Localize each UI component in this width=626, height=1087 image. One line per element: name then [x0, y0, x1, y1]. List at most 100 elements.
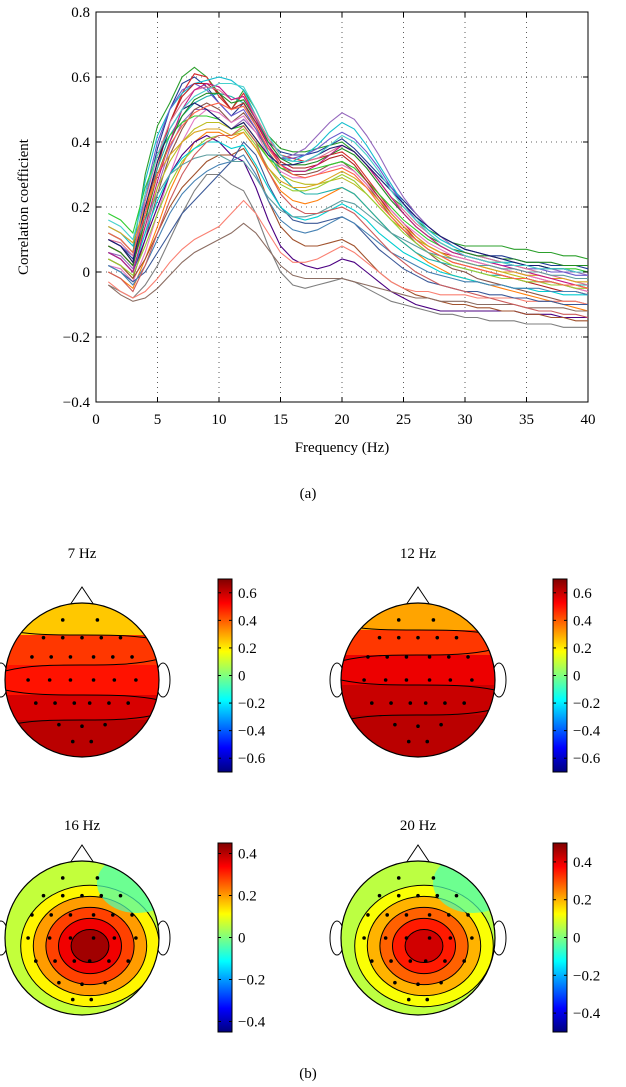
- series-line: [108, 121, 589, 289]
- electrode-dot: [80, 982, 84, 986]
- electrode-dot: [53, 959, 57, 963]
- electrode-dot: [57, 722, 61, 727]
- electrode-dot: [112, 678, 117, 682]
- electrode-dot: [462, 701, 467, 705]
- nose-shape: [405, 586, 431, 606]
- electrode-dot: [362, 678, 366, 682]
- topomap-region: [341, 715, 495, 757]
- series-line: [107, 222, 588, 312]
- electrode-dot: [396, 893, 401, 898]
- colorbar-tick-label: 0: [573, 931, 581, 947]
- colorbar-tick-label: −0.2: [573, 696, 600, 712]
- electrode-dot: [99, 635, 104, 640]
- electrode-dot: [406, 997, 411, 1002]
- electrode-dot: [68, 655, 73, 659]
- electrode-dot: [53, 701, 57, 705]
- colorbar-tick-label: 0.2: [573, 893, 592, 909]
- electrode-dot: [439, 722, 443, 727]
- series-line: [108, 128, 588, 289]
- electrode-dot: [68, 936, 73, 940]
- electrode-dot: [423, 959, 428, 963]
- series-line: [108, 102, 589, 306]
- electrode-dot: [377, 635, 382, 640]
- electrode-dot: [130, 913, 134, 917]
- electrode-dot: [389, 701, 393, 705]
- electrode-dot: [427, 655, 432, 659]
- series-line: [108, 108, 589, 276]
- x-tick-label: 35: [519, 412, 534, 428]
- electrode-dot: [60, 893, 65, 898]
- electrode-dot: [408, 959, 413, 963]
- electrode-dot: [466, 913, 470, 917]
- electrode-dot: [454, 635, 459, 640]
- y-tick-label: 0.6: [71, 70, 90, 86]
- colorbar-tick-label: −0.2: [573, 968, 600, 984]
- colorbar-tick-label: 0.4: [238, 847, 257, 863]
- colorbar-tick-label: 0.4: [573, 855, 592, 871]
- colorbar-tick-label: −0.4: [573, 724, 601, 740]
- series-line: [108, 134, 588, 319]
- topomap-region: [341, 630, 495, 655]
- electrode-dot: [130, 655, 134, 659]
- electrode-dot: [26, 678, 30, 682]
- series-line: [108, 92, 588, 286]
- y-tick-label: 0: [83, 265, 91, 281]
- contour-line: [5, 658, 159, 672]
- electrode-dot: [396, 618, 401, 622]
- electrode-dot: [448, 936, 453, 940]
- x-tick-label: 10: [212, 412, 227, 428]
- electrode-dot: [404, 655, 409, 659]
- topomap-panel-b: 7 Hz 0.6 0.4 0.2 0 −0.2 −0.4 −0.6 12 Hz 0.6 0.4 0.2…: [0, 546, 601, 1033]
- series-line: [108, 102, 588, 273]
- electrode-dot: [47, 936, 52, 940]
- colorbar-tick-label: −0.2: [238, 696, 265, 712]
- electrode-dot: [416, 635, 420, 640]
- series-line: [108, 154, 589, 296]
- electrode-dot: [80, 724, 84, 728]
- electrode-dot: [389, 959, 393, 963]
- y-axis-label: Correlation coefficient: [16, 138, 32, 275]
- electrode-dot: [435, 635, 440, 640]
- electrode-dot: [393, 722, 397, 727]
- electrode-dot: [111, 913, 115, 917]
- x-tick-label: 40: [581, 412, 596, 428]
- topomap-region: [341, 655, 495, 685]
- electrode-dot: [462, 959, 467, 963]
- topomap: 7 Hz 0.6 0.4 0.2 0 −0.2 −0.4 −0.6: [0, 546, 266, 773]
- panel-b-label: (b): [299, 1066, 317, 1082]
- electrode-dot: [49, 655, 53, 659]
- head-outline: [4, 860, 160, 1016]
- electrode-dot: [60, 635, 65, 640]
- x-tick-label: 15: [273, 412, 288, 428]
- electrode-dot: [91, 655, 96, 659]
- electrode-dot: [68, 913, 73, 917]
- electrode-dot: [383, 936, 388, 940]
- series-line: [108, 82, 588, 276]
- electrode-dot: [383, 678, 388, 682]
- electrode-dot: [427, 913, 432, 917]
- topomap-region: [433, 861, 495, 913]
- electrode-dot: [47, 678, 52, 682]
- electrode-dot: [95, 876, 100, 880]
- x-tick-label: 5: [154, 412, 162, 428]
- electrode-dot: [404, 936, 409, 940]
- series-line: [108, 102, 589, 289]
- electrode-dot: [416, 982, 420, 986]
- colorbar-tick-label: 0.6: [573, 586, 592, 602]
- electrode-dot: [103, 722, 107, 727]
- electrode-dot: [118, 635, 123, 640]
- contour-line: [341, 648, 495, 662]
- axis-ticks: 0 5 10 15 20 25 30 35 40 −0.4 −0.2 0 0.2 0.4 0.6 0.8: [63, 5, 596, 428]
- series-line: [108, 154, 588, 280]
- electrode-dot: [91, 678, 96, 682]
- contour-line: [341, 679, 495, 691]
- line-chart-panel-a: 0 5 10 15 20 25 30 35 40 −0.4 −0.2 0 0.2 0.4 0.6 0.8 Fr…: [16, 5, 596, 456]
- electrode-dot: [57, 980, 61, 985]
- series-line: [108, 108, 589, 293]
- electrode-dot: [425, 997, 430, 1002]
- electrode-dot: [427, 936, 432, 940]
- electrode-dot: [34, 959, 38, 963]
- electrode-dot: [99, 893, 104, 898]
- topomap-region: [5, 603, 159, 635]
